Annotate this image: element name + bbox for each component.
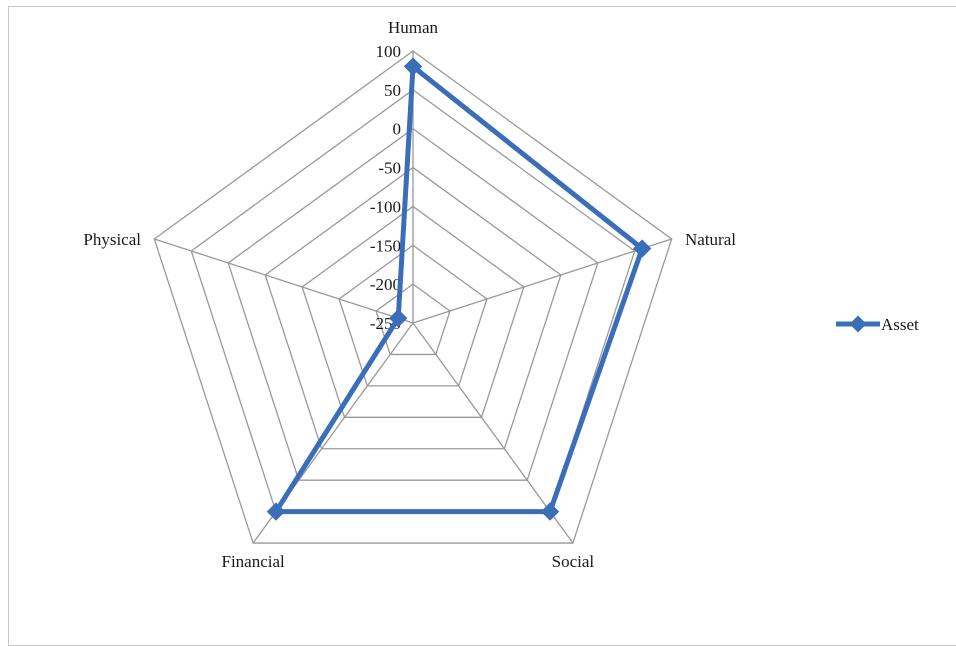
grid-ring (153, 50, 673, 544)
tick-label: 0 (393, 120, 402, 139)
point-physical (389, 309, 408, 328)
category-label-human: Human (388, 18, 439, 37)
tick-label: 50 (384, 81, 401, 100)
series-asset (266, 57, 652, 521)
grid-ring (338, 244, 488, 387)
category-label-social: Social (552, 552, 595, 571)
legend-label-asset: Asset (881, 315, 919, 334)
grid-ring (227, 127, 599, 481)
point-human (403, 57, 423, 76)
point-natural (632, 239, 652, 258)
category-label-financial: Financial (221, 552, 285, 571)
tick-label: -200 (370, 275, 401, 294)
spoke-physical (154, 238, 414, 324)
spoke-natural (412, 238, 672, 324)
legend: Asset (836, 315, 919, 334)
chart-area (8, 6, 956, 646)
category-label-natural: Natural (685, 230, 736, 249)
series-line-asset (271, 61, 646, 515)
tick-label: -50 (378, 159, 401, 178)
tick-label: -150 (370, 236, 401, 255)
point-social (540, 502, 560, 521)
legend-marker-asset (849, 315, 867, 333)
tick-label: 100 (376, 42, 402, 61)
category-labels: Human Natural Social Financial Physical (83, 18, 736, 571)
grid-ring (301, 205, 525, 418)
tick-label: -100 (370, 197, 401, 216)
category-label-physical: Physical (83, 230, 141, 249)
radar-spokes (154, 51, 672, 544)
grid-ring (264, 166, 562, 450)
grid-ring (375, 283, 451, 356)
